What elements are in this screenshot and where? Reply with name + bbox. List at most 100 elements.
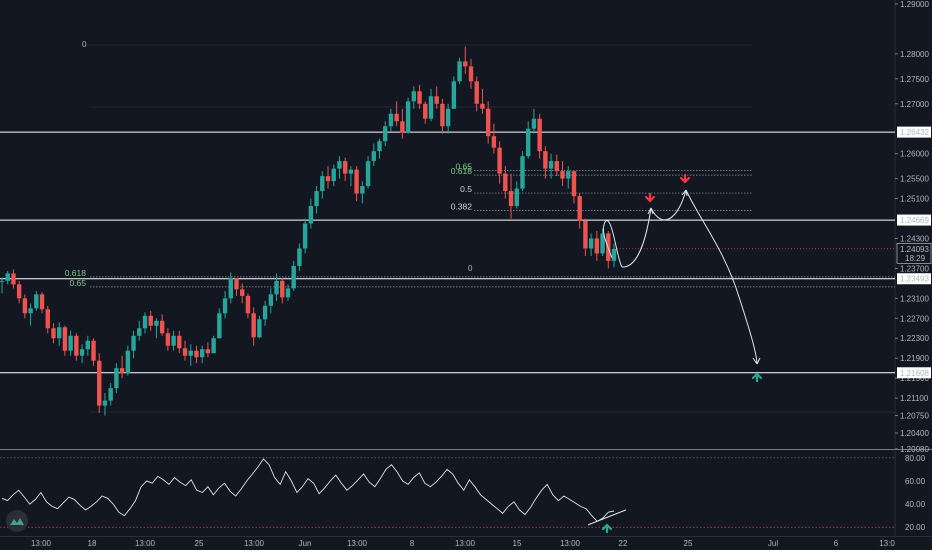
candle-body: [280, 280, 285, 298]
time-axis-label: Jun: [299, 539, 312, 548]
candle-body: [508, 191, 514, 207]
candle-body: [594, 238, 600, 254]
candle-body: [194, 350, 199, 358]
candle-body: [325, 176, 331, 182]
price-tick-label: 1.21900: [900, 354, 929, 363]
projection-curve: [621, 207, 652, 268]
candle-body: [320, 176, 325, 192]
time-axis-label: 22: [619, 539, 628, 548]
level-price-label-bg: [897, 367, 931, 379]
candle-body: [434, 96, 439, 104]
candle-body: [388, 113, 394, 127]
candle-body: [520, 156, 525, 189]
price-tick-label: 1.20080: [900, 445, 929, 454]
candle-body: [39, 294, 45, 310]
candle-body: [577, 196, 582, 222]
candle-body: [514, 188, 519, 207]
price-tick-label: 1.21500: [900, 374, 929, 383]
candle-body: [125, 350, 131, 374]
time-axis-label: 13:00: [455, 539, 476, 548]
candle-body: [497, 147, 502, 174]
price-tick-label: 1.25500: [900, 175, 929, 184]
candle-body: [560, 171, 565, 179]
time-axis-label: 25: [684, 539, 693, 548]
fib-level-label: 0.382: [451, 202, 473, 212]
candle-body: [600, 233, 605, 254]
candle-body: [240, 289, 245, 296]
countdown-label: 18:29: [905, 254, 926, 263]
candle-body: [365, 161, 371, 187]
candle-body: [457, 61, 462, 82]
candle-body: [91, 340, 96, 361]
candle-body: [394, 113, 399, 122]
candle-body: [108, 388, 113, 401]
candle-body: [5, 273, 10, 281]
fib-level-label: 0.618: [65, 268, 87, 278]
price-tick-label: 1.20750: [900, 412, 929, 421]
candle-body: [182, 348, 188, 356]
candle-body: [308, 206, 314, 224]
candle-body: [491, 136, 497, 148]
candle-body: [291, 265, 296, 289]
oscillator-line: [1, 458, 615, 522]
candle-body: [445, 108, 451, 127]
price-tick-label: 1.26000: [900, 150, 929, 159]
level-price-label-bg: [897, 126, 931, 138]
current-price-label: 1.24093: [900, 245, 929, 254]
oscillator-tick-label: 60.00: [905, 477, 926, 486]
candle-body: [28, 308, 33, 314]
buy-arrow-icon: [751, 372, 763, 383]
candle-body: [56, 327, 62, 339]
candle-body: [611, 248, 617, 261]
candle-body: [274, 280, 279, 295]
time-axis-label: 15: [513, 539, 522, 548]
candle-body: [537, 118, 542, 152]
sell-arrow-icon: [679, 173, 691, 184]
candle-body: [119, 368, 125, 374]
candle-body: [222, 298, 228, 314]
candle-body: [297, 248, 302, 266]
candle-body: [148, 315, 153, 326]
time-axis-label: 25: [195, 539, 204, 548]
current-price-box: [896, 242, 932, 264]
candle-body: [131, 335, 136, 351]
fib-level-label: 0.65: [69, 278, 86, 288]
candle-body: [16, 284, 22, 299]
candle-body: [137, 328, 142, 336]
candle-body: [11, 273, 16, 285]
candle-body: [383, 126, 388, 142]
candle-body: [526, 128, 531, 157]
candle-body: [554, 161, 560, 172]
candle-body: [503, 173, 508, 192]
candle-body: [45, 309, 50, 329]
candle-body: [159, 320, 165, 334]
price-tick-label: 1.25100: [900, 195, 929, 204]
candle-body: [51, 328, 56, 339]
candle-body: [337, 161, 342, 169]
time-axis-label: 6: [834, 539, 839, 548]
candle-body: [342, 161, 348, 174]
candle-body: [463, 61, 468, 67]
buy-arrow-icon: [601, 523, 613, 534]
candle-body: [485, 108, 491, 137]
candle-body: [0, 280, 5, 282]
candle-body: [251, 313, 256, 338]
candle-body: [377, 141, 382, 152]
projection-curve: [685, 189, 758, 364]
fib-level-label: 0.5: [460, 184, 472, 194]
candle-body: [97, 360, 102, 406]
price-tick-label: 1.28000: [900, 50, 929, 59]
price-tick-label: 1.22700: [900, 314, 929, 323]
time-axis-label: 13:00: [31, 539, 52, 548]
time-axis-label: 13:00: [560, 539, 581, 548]
candle-body: [102, 400, 108, 406]
candle-body: [205, 349, 211, 354]
candle-body: [451, 81, 457, 109]
fib-zero-label: 0: [468, 264, 473, 273]
candle-body: [245, 295, 251, 314]
candle-body: [165, 333, 171, 346]
candle-body: [199, 349, 205, 358]
candle-body: [142, 315, 148, 329]
price-tick-label: 1.27000: [900, 100, 929, 109]
